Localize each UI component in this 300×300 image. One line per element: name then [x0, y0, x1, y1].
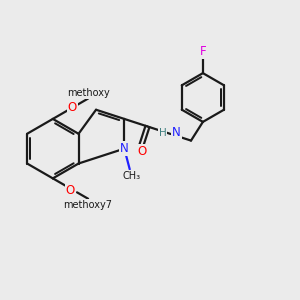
Text: H: H [159, 128, 167, 138]
Text: N: N [172, 126, 181, 139]
Text: F: F [200, 45, 206, 58]
Text: N: N [120, 142, 129, 155]
Text: CH₃: CH₃ [122, 171, 140, 181]
Text: methoxy7: methoxy7 [64, 200, 112, 210]
Text: O: O [65, 184, 75, 197]
Text: O: O [137, 145, 146, 158]
Text: O: O [68, 101, 77, 114]
Text: methoxy: methoxy [67, 88, 110, 98]
